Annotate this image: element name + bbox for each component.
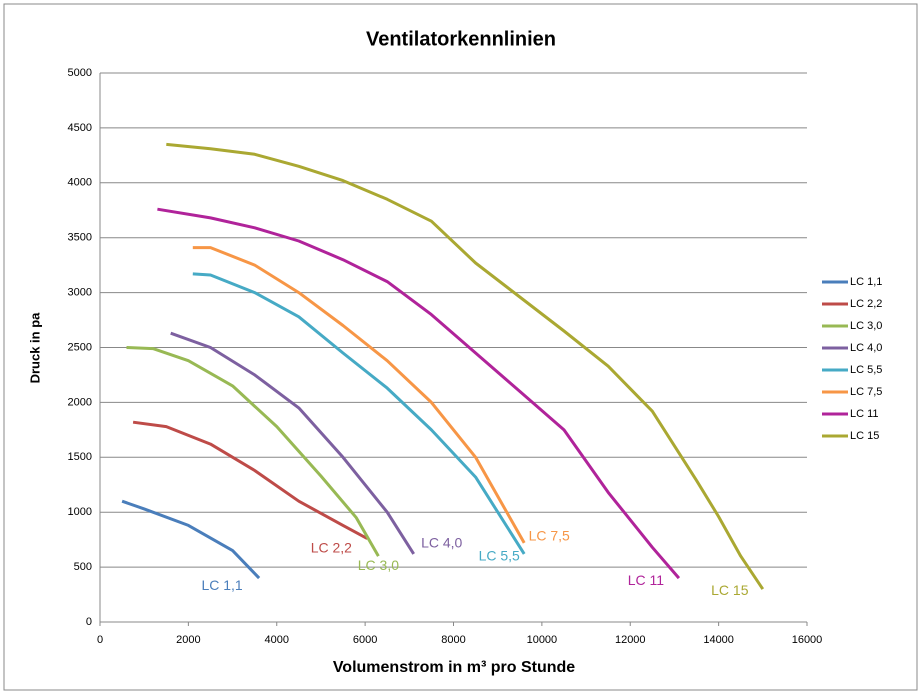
curve-label: LC 2,2 — [311, 539, 352, 555]
y-tick-label: 3000 — [68, 287, 92, 299]
curve-label: LC 5,5 — [479, 548, 520, 564]
curve-label: LC 15 — [711, 582, 749, 598]
series-line — [166, 142, 765, 590]
chart-title: Ventilatorkennlinien — [366, 28, 556, 50]
series-line — [132, 420, 369, 540]
y-tick-label: 1000 — [68, 506, 92, 518]
legend-label: LC 1,1 — [850, 276, 882, 288]
y-tick-label: 2000 — [68, 396, 92, 408]
curve-label: LC 3,0 — [358, 557, 399, 573]
x-tick-label: 0 — [97, 634, 103, 646]
y-tick-label: 0 — [86, 616, 92, 628]
x-tick-label: 12000 — [615, 634, 646, 646]
legend-label: LC 4,0 — [850, 342, 882, 354]
legend-label: LC 7,5 — [850, 386, 882, 398]
x-tick-label: 4000 — [265, 634, 289, 646]
series-line — [126, 346, 380, 557]
y-tick-label: 2500 — [68, 341, 92, 353]
y-tick-label: 3500 — [68, 232, 92, 244]
curve-label: LC 7,5 — [529, 528, 570, 544]
y-tick-label: 1500 — [68, 451, 92, 463]
y-tick-label: 500 — [74, 561, 92, 573]
series-line — [121, 499, 261, 580]
x-tick-label: 2000 — [176, 634, 200, 646]
y-tick-label: 5000 — [68, 67, 92, 79]
legend-label: LC 15 — [850, 430, 879, 442]
series-line — [192, 272, 526, 555]
series-line — [157, 207, 681, 580]
legend-label: LC 11 — [850, 408, 879, 420]
legend-label: LC 3,0 — [850, 320, 882, 332]
x-tick-label: 10000 — [527, 634, 558, 646]
x-tick-label: 6000 — [353, 634, 377, 646]
x-tick-label: 8000 — [441, 634, 465, 646]
series-line — [170, 331, 415, 555]
y-tick-label: 4500 — [68, 122, 92, 134]
curve-label: LC 4,0 — [421, 535, 462, 551]
legend-label: LC 2,2 — [850, 298, 882, 310]
x-tick-label: 16000 — [792, 634, 823, 646]
x-axis-label: Volumenstrom in m³ pro Stunde — [333, 659, 575, 676]
curve-label: LC 1,1 — [201, 577, 242, 593]
x-tick-label: 14000 — [703, 634, 734, 646]
curve-label: LC 11 — [628, 572, 665, 588]
series-line — [192, 246, 526, 544]
y-tick-label: 4000 — [68, 177, 92, 189]
legend-label: LC 5,5 — [850, 364, 882, 376]
y-axis-label: Druck in pa — [27, 312, 42, 384]
